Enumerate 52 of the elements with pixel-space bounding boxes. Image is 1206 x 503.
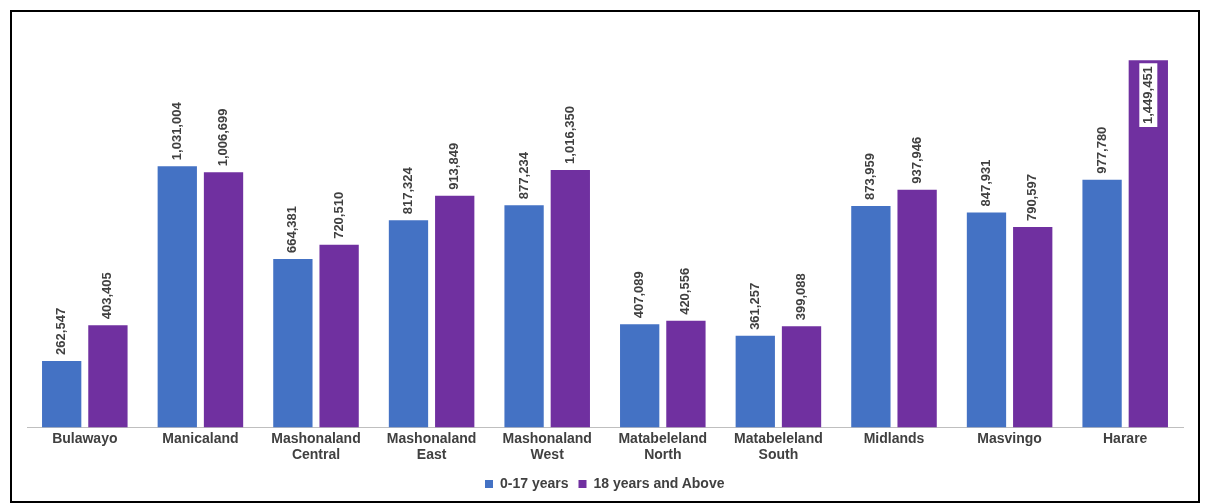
data-label: 399,088 [793,273,809,321]
bar [666,320,706,428]
bar [781,326,822,428]
x-tick-label: Manicaland [162,429,239,446]
data-label: 790,597 [1024,174,1040,222]
bar [897,189,937,428]
bar [42,360,82,428]
bar [319,244,359,428]
bar [550,169,590,428]
data-label: 420,556 [677,267,693,315]
data-label: 877,234 [515,151,531,200]
bar [1082,179,1122,428]
data-label: 847,931 [978,159,994,207]
data-label: 262,547 [53,307,69,355]
data-label: 1,449,451 [1139,66,1155,124]
legend-label: 18 years and Above [593,474,725,491]
bar [1013,227,1053,428]
data-label: 720,510 [330,191,346,239]
data-label: 937,946 [908,136,924,184]
bar [735,335,775,428]
x-tick-label: Mashonaland West [502,429,592,463]
bar [851,205,891,428]
data-label: 1,031,004 [168,101,184,161]
data-label: 873,959 [862,152,878,200]
bar [620,324,660,428]
data-label: 664,381 [284,206,300,254]
x-tick-label: Midlands [863,429,925,446]
bar [157,166,197,428]
bar [88,325,128,428]
data-label: 913,849 [446,142,462,190]
legend-label: 0-17 years [499,474,569,491]
bar [966,212,1007,428]
x-tick-label: Mashonaland East [386,429,477,463]
x-tick-label: Mashonaland Central [271,429,361,463]
data-label: 977,780 [1093,126,1109,174]
data-label: 361,257 [746,282,762,330]
bar [273,259,313,428]
bar [388,220,429,428]
data-label: 817,324 [400,166,416,215]
x-tick-label: Matabeleland South [734,429,823,463]
x-tick-label: Masvingo [977,429,1042,446]
bar [203,172,244,428]
bar [435,195,475,428]
x-tick-label: Matabeleland North [618,429,708,463]
bar [504,205,544,428]
data-label: 407,089 [631,271,647,319]
data-label: 1,006,699 [215,108,231,167]
data-label: 403,405 [99,272,115,320]
x-tick-label: Harare [1103,429,1148,446]
data-label: 1,016,350 [561,106,577,164]
x-tick-label: Bulawayo [52,429,118,446]
bar [1128,60,1168,428]
